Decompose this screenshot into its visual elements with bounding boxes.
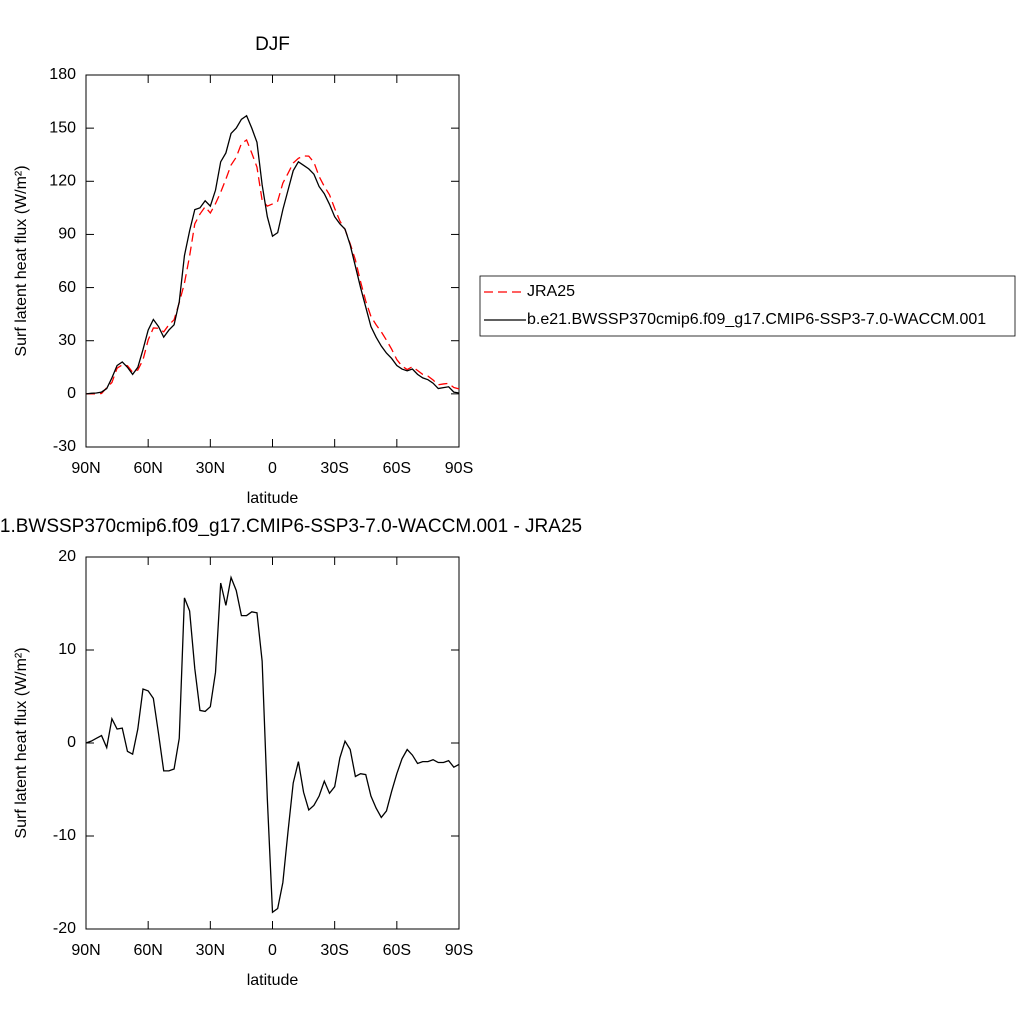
x-tick-label: 30S	[320, 942, 348, 959]
legend-box	[479, 275, 1016, 337]
legend-label: JRA25	[527, 283, 575, 300]
y-tick-label: 90	[58, 226, 76, 243]
x-axis-label: latitude	[247, 972, 299, 989]
x-tick-label: 90N	[71, 460, 100, 477]
x-tick-label: 60N	[133, 942, 162, 959]
y-tick-label: 60	[58, 279, 76, 296]
data-line	[85, 114, 460, 395]
x-tick-label: 90N	[71, 942, 100, 959]
plot-frame	[85, 74, 460, 448]
x-tick-label: 60S	[383, 942, 411, 959]
y-tick-label: -10	[53, 827, 76, 844]
plot-frame	[85, 556, 460, 930]
y-tick-label: 180	[49, 66, 76, 83]
x-tick-label: 0	[268, 942, 277, 959]
y-tick-label: 150	[49, 119, 76, 136]
y-tick-label: 30	[58, 332, 76, 349]
data-line	[85, 139, 460, 395]
x-tick-label: 30N	[196, 460, 225, 477]
chart-title: b.e21.BWSSP370cmip6.f09_g17.CMIP6-SSP3-7…	[0, 516, 582, 537]
data-line	[85, 575, 460, 914]
y-tick-label: 120	[49, 173, 76, 190]
x-tick-label: 90S	[445, 942, 473, 959]
x-tick-label: 0	[268, 460, 277, 477]
x-tick-label: 90S	[445, 460, 473, 477]
y-tick-label: 20	[58, 548, 76, 565]
y-tick-label: 0	[67, 385, 76, 402]
x-tick-label: 60N	[133, 460, 162, 477]
chart-title: DJF	[255, 34, 290, 55]
y-tick-label: 10	[58, 641, 76, 658]
x-tick-label: 60S	[383, 460, 411, 477]
x-tick-label: 30S	[320, 460, 348, 477]
x-tick-label: 30N	[196, 942, 225, 959]
y-axis-label: Surf latent heat flux (W/m²)	[13, 647, 30, 838]
y-tick-label: -30	[53, 438, 76, 455]
y-axis-label: Surf latent heat flux (W/m²)	[13, 165, 30, 356]
x-axis-label: latitude	[247, 490, 299, 507]
y-tick-label: 0	[67, 734, 76, 751]
y-tick-label: -20	[53, 920, 76, 937]
legend-label: b.e21.BWSSP370cmip6.f09_g17.CMIP6-SSP3-7…	[527, 311, 986, 328]
